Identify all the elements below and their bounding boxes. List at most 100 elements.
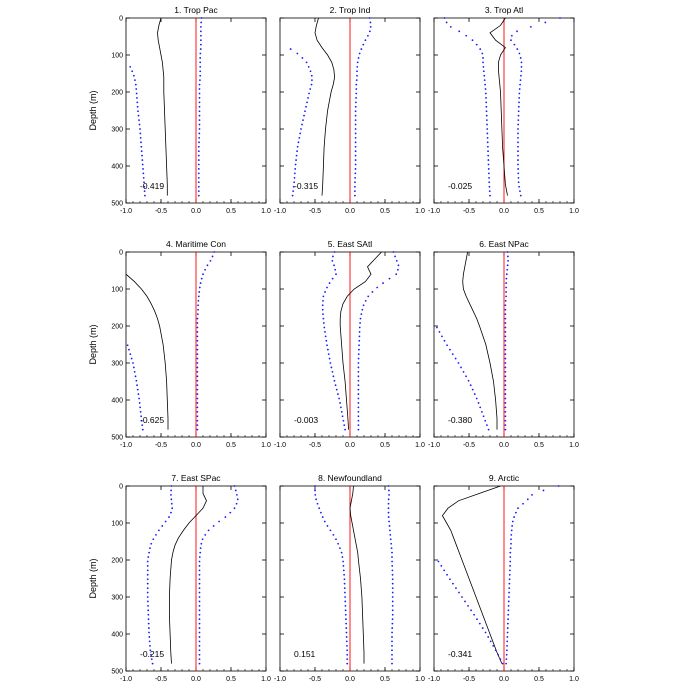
series-lower-point xyxy=(443,339,446,342)
series-upper-point xyxy=(206,264,209,267)
series-upper-point xyxy=(505,273,508,276)
series-lower-point xyxy=(479,48,482,50)
series-upper-point xyxy=(357,393,360,395)
panel-8: 8. Newfoundland -1.0 -0.5 0.0 0.5 1.0 0.151 xyxy=(274,473,425,683)
panel-annotation: -0.341 xyxy=(448,649,472,659)
series-upper-point xyxy=(198,609,201,612)
series-mean-line xyxy=(441,485,503,664)
series-lower-point xyxy=(292,190,295,193)
series-upper-point xyxy=(517,159,519,161)
series-lower-point xyxy=(461,596,463,598)
panel-annotation: 0.151 xyxy=(294,649,316,659)
series-upper-point xyxy=(197,181,200,184)
series-upper-point xyxy=(504,415,507,418)
series-upper-point xyxy=(517,110,520,113)
series-upper-point xyxy=(196,428,199,431)
y-tick-label: 300 xyxy=(111,127,123,134)
series-lower-point xyxy=(158,529,160,532)
series-upper-point xyxy=(391,560,393,563)
series-lower-point xyxy=(139,410,142,413)
series-lower-point xyxy=(344,604,347,607)
series-upper-point xyxy=(218,520,221,523)
series-lower-point xyxy=(296,150,298,153)
series-upper-point xyxy=(198,114,201,117)
series-upper-point xyxy=(391,618,394,621)
series-lower-point xyxy=(309,88,312,90)
series-upper-point xyxy=(509,560,512,563)
series-upper-point xyxy=(391,627,394,629)
series-upper-point xyxy=(198,587,201,590)
series-lower-point xyxy=(482,415,485,418)
series-lower-point xyxy=(443,17,446,19)
series-upper-point xyxy=(359,322,361,324)
y-tick-label: 200 xyxy=(111,90,123,97)
series-lower-point xyxy=(134,375,137,378)
series-upper-point xyxy=(357,370,360,373)
series-upper-point xyxy=(196,313,199,316)
series-upper-point xyxy=(367,34,369,37)
series-upper-point xyxy=(213,251,216,253)
series-lower-point xyxy=(146,600,149,603)
series-upper-point xyxy=(357,353,360,356)
series-upper-point xyxy=(369,25,372,28)
series-upper-point xyxy=(196,357,199,360)
series-upper-point xyxy=(504,313,507,316)
series-upper-point xyxy=(355,83,358,86)
series-upper-point xyxy=(198,636,201,638)
series-lower-point xyxy=(487,150,489,153)
series-upper-point xyxy=(391,587,394,590)
panel-annotation: -0.215 xyxy=(140,649,164,659)
series-upper-point xyxy=(504,419,507,422)
series-lower-point xyxy=(340,551,343,554)
series-lower-point xyxy=(137,393,140,395)
series-upper-point xyxy=(197,176,200,179)
series-upper-point xyxy=(200,34,202,37)
series-lower-point xyxy=(150,658,153,661)
series-upper-point xyxy=(504,348,507,351)
series-lower-point xyxy=(469,384,472,387)
series-lower-point xyxy=(291,194,294,197)
panel-4: 4. Maritime Con -1.0 -0.5 0.0 0.5 1.0 0 100 200 3… xyxy=(88,239,271,449)
series-upper-point xyxy=(526,498,529,501)
series-lower-point xyxy=(338,397,341,400)
series-lower-point xyxy=(322,317,325,320)
series-upper-point xyxy=(356,74,358,77)
series-lower-point xyxy=(343,582,346,585)
series-lower-point xyxy=(147,604,149,607)
x-tick-label: 1.0 xyxy=(261,676,271,683)
series-lower-point xyxy=(324,331,326,333)
series-lower-point xyxy=(436,326,438,329)
series-upper-point xyxy=(388,493,390,496)
panel-title: 6. East NPac xyxy=(479,239,529,249)
series-upper-point xyxy=(198,136,201,139)
series-lower-point xyxy=(307,65,310,68)
x-tick-label: -0.5 xyxy=(463,676,475,683)
series-upper-point xyxy=(517,181,520,184)
series-upper-point xyxy=(504,344,507,347)
series-mean-line xyxy=(125,273,169,430)
series-lower-point xyxy=(486,136,489,139)
x-tick-label: -1.0 xyxy=(120,208,132,215)
series-upper-point xyxy=(200,17,203,19)
series-lower-point xyxy=(140,141,142,144)
series-upper-point xyxy=(198,110,201,113)
series-upper-point xyxy=(354,132,357,135)
series-lower-point xyxy=(316,502,319,505)
series-upper-point xyxy=(354,163,357,166)
series-lower-point xyxy=(488,185,491,188)
series-upper-point xyxy=(198,578,201,581)
series-lower-point xyxy=(149,644,151,647)
y-tick-label: 500 xyxy=(111,435,123,442)
series-lower-point xyxy=(293,176,296,179)
y-tick-label: 0 xyxy=(119,250,123,257)
series-lower-point xyxy=(319,511,322,514)
series-lower-point xyxy=(147,609,150,612)
series-lower-point xyxy=(310,74,313,77)
series-upper-point xyxy=(229,511,232,514)
series-upper-point xyxy=(387,511,390,514)
series-lower-point xyxy=(488,190,491,193)
series-lower-point xyxy=(335,388,338,391)
series-upper-point xyxy=(517,136,519,139)
series-upper-point xyxy=(358,344,360,347)
series-upper-point xyxy=(354,145,357,148)
